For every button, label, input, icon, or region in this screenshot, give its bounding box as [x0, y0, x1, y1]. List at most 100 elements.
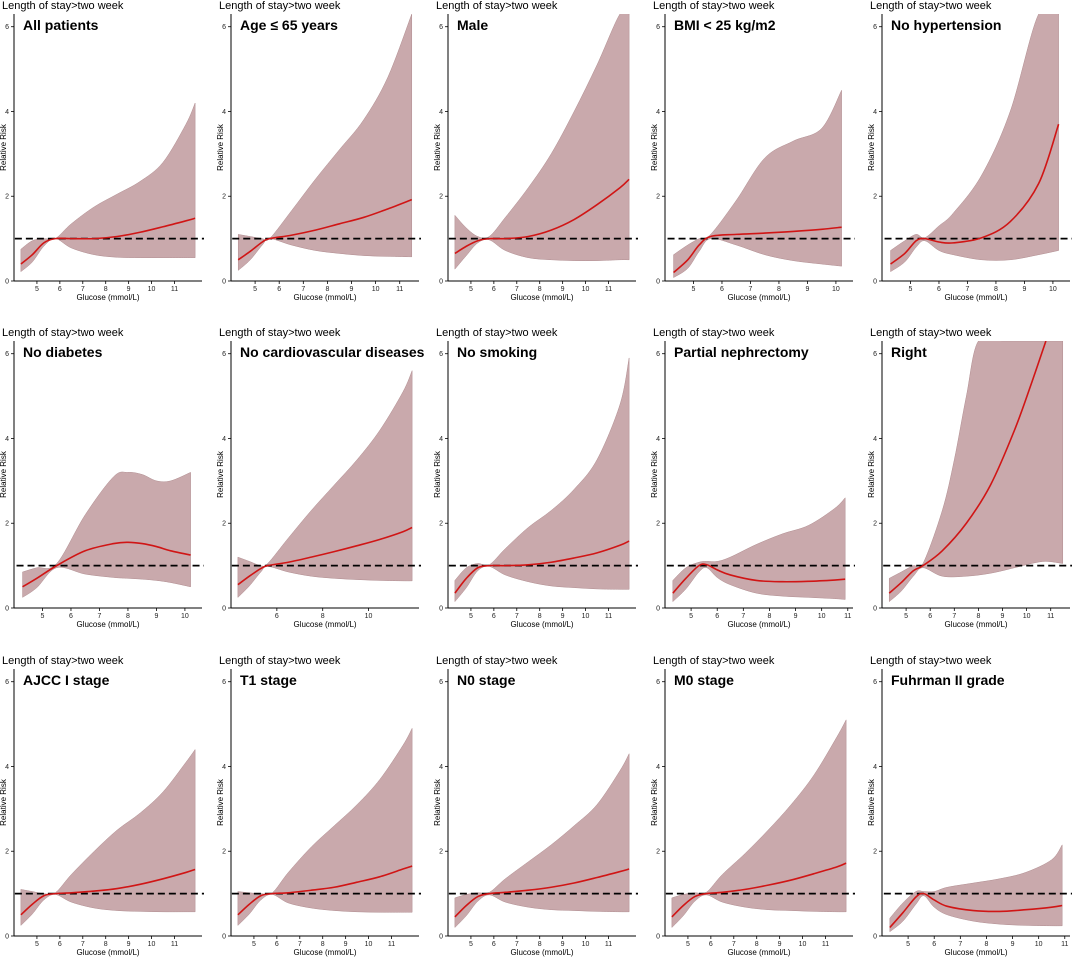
x-tick-label: 10	[148, 286, 156, 293]
x-tick-label: 10	[582, 941, 590, 948]
confidence-band	[237, 370, 413, 599]
relative-risk-curve	[237, 865, 413, 916]
y-tick-label: 4	[439, 436, 443, 443]
y-tick-label: 4	[656, 436, 660, 443]
x-tick-label: 7	[301, 286, 305, 293]
x-tick-label: 8	[321, 941, 325, 948]
x-tick-label: 6	[275, 941, 279, 948]
x-tick-label: 8	[777, 286, 781, 293]
x-tick-label: 7	[81, 286, 85, 293]
y-tick-label: 0	[5, 279, 9, 286]
x-tick-label: 11	[388, 941, 395, 948]
x-tick-label: 6	[69, 613, 73, 620]
x-tick-label: 5	[253, 286, 257, 293]
x-tick-label: 9	[127, 286, 131, 293]
chart-panel-4: Length of stay>two week 0 2 4 6 5 6 7 8 9 10 Glucos…	[650, 0, 855, 302]
y-tick-label: 4	[222, 436, 226, 443]
y-tick-label: 2	[222, 849, 226, 856]
x-tick-label: 10	[1035, 941, 1043, 948]
x-tick-label: 9	[561, 613, 565, 620]
relative-risk-curve	[22, 541, 191, 588]
y-axis-label: Relative Risk	[216, 778, 225, 826]
x-tick-label: 5	[469, 941, 473, 948]
x-tick-label: 6	[709, 941, 713, 948]
y-tick-label: 0	[873, 279, 877, 286]
x-tick-label: 8	[767, 613, 771, 620]
y-tick-label: 0	[656, 606, 660, 613]
x-tick-label: 8	[104, 941, 108, 948]
x-tick-label: 6	[58, 286, 62, 293]
y-axis-label: Relative Risk	[216, 450, 225, 498]
y-axis-label: Relative Risk	[867, 123, 876, 171]
y-axis-label: Relative Risk	[650, 778, 659, 826]
chart-panel-7: Length of stay>two week 0 2 4 6 6 8 10 Glucose (…	[216, 327, 425, 629]
x-tick-label: 11	[396, 286, 403, 293]
x-tick-label: 7	[515, 941, 519, 948]
y-tick-label: 2	[439, 849, 443, 856]
x-axis-label: Glucose (mmol/L)	[76, 948, 139, 957]
x-axis-label: Glucose (mmol/L)	[727, 620, 790, 629]
panel-top-title: Length of stay>two week	[870, 327, 992, 339]
x-tick-label: 10	[372, 286, 380, 293]
x-axis-label: Glucose (mmol/L)	[727, 293, 790, 302]
relative-risk-curve	[454, 178, 630, 255]
chart-panel-2: Length of stay>two week 0 2 4 6 5 6 7 8 9 10 11 Gluc…	[216, 0, 421, 302]
x-tick-label: 7	[98, 613, 102, 620]
panel-subtitle: M0 stage	[674, 672, 734, 688]
x-tick-label: 7	[732, 941, 736, 948]
x-tick-label: 5	[909, 286, 913, 293]
x-tick-label: 11	[844, 613, 851, 620]
relative-risk-curve	[454, 540, 630, 594]
x-tick-label: 9	[344, 941, 348, 948]
x-tick-label: 8	[126, 613, 130, 620]
x-tick-label: 11	[605, 941, 612, 948]
x-tick-label: 7	[952, 613, 956, 620]
x-tick-label: 8	[325, 286, 329, 293]
x-tick-label: 10	[1023, 613, 1031, 620]
x-tick-label: 9	[1001, 613, 1005, 620]
x-tick-label: 10	[181, 613, 189, 620]
x-tick-label: 8	[538, 941, 542, 948]
y-tick-label: 2	[5, 194, 9, 201]
panel-subtitle: No cardiovascular diseases	[240, 344, 425, 360]
x-tick-label: 10	[148, 941, 156, 948]
relative-risk-curve	[889, 892, 1063, 929]
x-tick-label: 10	[799, 941, 807, 948]
y-tick-label: 6	[222, 351, 226, 358]
y-tick-label: 0	[222, 934, 226, 941]
panel-top-title: Length of stay>two week	[2, 655, 124, 667]
y-axis-label: Relative Risk	[216, 123, 225, 171]
y-axis-label: Relative Risk	[0, 450, 8, 498]
x-axis-label: Glucose (mmol/L)	[293, 293, 356, 302]
x-axis-label: Glucose (mmol/L)	[944, 620, 1007, 629]
x-tick-label: 7	[749, 286, 753, 293]
x-tick-label: 7	[515, 286, 519, 293]
y-tick-label: 2	[656, 194, 660, 201]
x-axis-label: Glucose (mmol/L)	[727, 948, 790, 957]
chart-panel-14: Length of stay>two week 0 2 4 6 5 6 7 8 9 10 11 Gluc…	[650, 655, 855, 957]
y-tick-label: 6	[5, 24, 9, 31]
relative-risk-curve	[673, 226, 842, 274]
panel-subtitle: Fuhrman II grade	[891, 672, 1005, 688]
y-tick-label: 6	[873, 351, 877, 358]
chart-panel-15: Length of stay>two week 0 2 4 6 5 6 7 8 9 10 11 Gluc…	[867, 655, 1072, 957]
x-tick-label: 6	[277, 286, 281, 293]
y-tick-label: 6	[439, 24, 443, 31]
x-tick-label: 5	[252, 941, 256, 948]
x-tick-label: 8	[984, 941, 988, 948]
x-tick-label: 5	[41, 613, 45, 620]
chart-panel-10: Length of stay>two week 0 2 4 6 5 6 7 8 9 10 11 Gluc…	[867, 327, 1072, 629]
y-tick-label: 0	[222, 279, 226, 286]
x-tick-label: 8	[538, 613, 542, 620]
relative-risk-curve	[237, 526, 413, 586]
confidence-band	[671, 719, 847, 929]
x-tick-label: 5	[35, 286, 39, 293]
y-tick-label: 0	[439, 934, 443, 941]
x-tick-label: 5	[689, 613, 693, 620]
chart-panel-1: Length of stay>two week 0 2 4 6 5 6 7 8 9 10 11 Gluc…	[0, 0, 204, 302]
y-tick-label: 2	[439, 194, 443, 201]
y-tick-label: 4	[5, 436, 9, 443]
y-tick-label: 4	[656, 764, 660, 771]
confidence-band	[889, 844, 1063, 933]
confidence-band	[890, 14, 1059, 273]
